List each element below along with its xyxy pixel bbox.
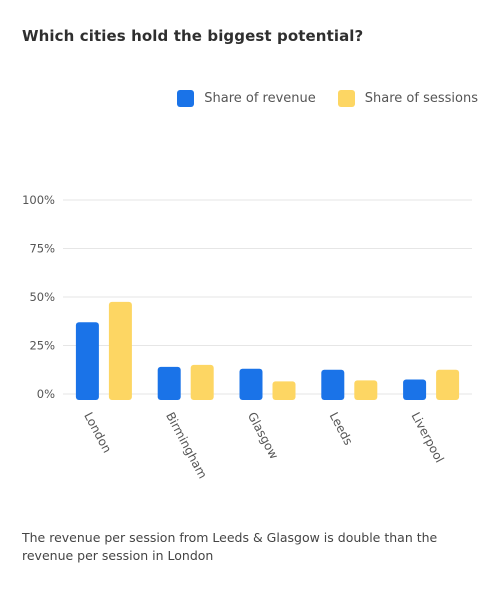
chart-title: Which cities hold the biggest potential? bbox=[22, 27, 364, 45]
legend-label-revenue: Share of revenue bbox=[204, 91, 316, 106]
bar-revenue-birmingham bbox=[157, 366, 181, 400]
y-tick-label: 100% bbox=[22, 193, 55, 207]
bar-sessions-glasgow bbox=[272, 381, 296, 400]
y-tick-label: 0% bbox=[37, 387, 55, 401]
x-tick-label: London bbox=[81, 410, 114, 455]
y-tick-label: 75% bbox=[29, 242, 55, 256]
bar-sessions-liverpool bbox=[436, 369, 460, 400]
chart-legend: Share of revenue Share of sessions bbox=[177, 90, 478, 107]
bar-revenue-glasgow bbox=[239, 368, 263, 400]
bar-revenue-leeds bbox=[321, 369, 345, 400]
bar-revenue-london bbox=[75, 322, 99, 400]
legend-item-revenue[interactable]: Share of revenue bbox=[177, 90, 316, 107]
legend-swatch-sessions bbox=[337, 90, 355, 107]
bar-sessions-london bbox=[108, 301, 132, 400]
x-tick-label: Leeds bbox=[327, 410, 356, 448]
legend-swatch-revenue bbox=[177, 90, 195, 107]
x-tick-label: Liverpool bbox=[408, 410, 446, 465]
y-tick-label: 50% bbox=[29, 290, 55, 304]
legend-item-sessions[interactable]: Share of sessions bbox=[337, 90, 478, 107]
x-tick-label: Birmingham bbox=[163, 410, 210, 481]
chart-footnote: The revenue per session from Leeds & Gla… bbox=[22, 530, 438, 563]
y-tick-label: 25% bbox=[29, 339, 55, 353]
legend-label-sessions: Share of sessions bbox=[364, 91, 478, 106]
bar-revenue-liverpool bbox=[403, 379, 427, 400]
bar-sessions-birmingham bbox=[190, 364, 214, 400]
x-tick-label: Glasgow bbox=[245, 410, 281, 462]
bar-sessions-leeds bbox=[354, 380, 378, 400]
